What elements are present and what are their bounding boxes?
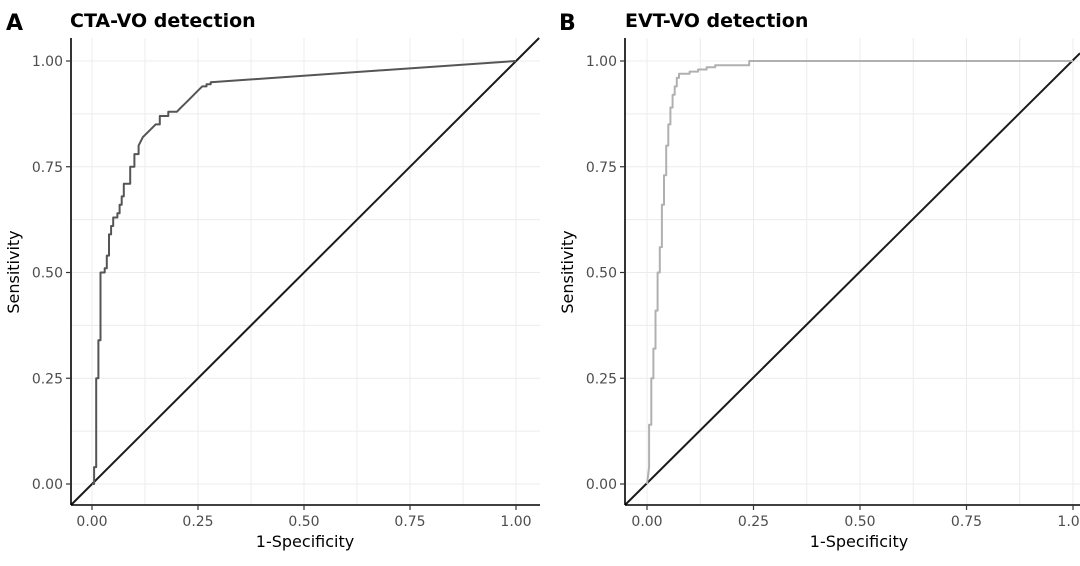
panel-label: B bbox=[559, 11, 576, 36]
y-tick-label: 0.25 bbox=[586, 371, 617, 387]
x-tick-label: 1.00 bbox=[1057, 514, 1080, 530]
y-tick-label: 0.75 bbox=[32, 160, 63, 176]
plot-area: 0.00 0.25 0.50 0.75 1.00 0.00 0.25 0.50 0.75 1.00 bbox=[32, 37, 540, 530]
x-tick-label: 0.25 bbox=[738, 514, 769, 530]
chart-title: EVT-VO detection bbox=[625, 10, 808, 32]
x-axis-label: 1-Specificity bbox=[810, 532, 908, 551]
panel-b: B EVT-VO detection 0.000.250.500.751.000… bbox=[558, 10, 1080, 551]
panel-a: A CTA-VO detection 0.000.250.500.751.000… bbox=[4, 10, 540, 551]
panel-label: A bbox=[6, 11, 23, 36]
x-tick-label: 0.25 bbox=[182, 514, 213, 530]
x-axis-label: 1-Specificity bbox=[256, 532, 354, 551]
reference-diagonal bbox=[624, 52, 1080, 506]
x-tick-label: 0.75 bbox=[951, 514, 982, 530]
x-tick-label: 1.00 bbox=[500, 514, 531, 530]
y-axis-label: Sensitivity bbox=[4, 230, 23, 313]
roc-curve-0 bbox=[646, 60, 1073, 485]
y-tick-label: 1.00 bbox=[32, 54, 63, 70]
y-tick-label: 0.50 bbox=[586, 266, 617, 282]
y-tick-label: 1.00 bbox=[586, 54, 617, 70]
y-tick-label: 0.75 bbox=[586, 160, 617, 176]
x-tick-label: 0.50 bbox=[844, 514, 875, 530]
y-tick-label: 0.00 bbox=[32, 477, 63, 493]
y-tick-label: 0.50 bbox=[32, 266, 63, 282]
plot-area: 0.00 0.25 0.50 0.75 1.00 0.00 0.25 0.50 0.75 1.00 bbox=[586, 38, 1080, 530]
x-tick-label: 0.00 bbox=[631, 514, 662, 530]
y-tick-label: 0.25 bbox=[32, 371, 63, 387]
reference-diagonal bbox=[70, 37, 540, 506]
x-tick-label: 0.75 bbox=[394, 514, 425, 530]
x-tick-label: 0.50 bbox=[288, 514, 319, 530]
y-tick-label: 0.00 bbox=[586, 477, 617, 493]
roc-curve-0 bbox=[92, 60, 517, 485]
chart-title: CTA-VO detection bbox=[70, 10, 256, 32]
y-axis-label: Sensitivity bbox=[558, 230, 577, 313]
x-tick-label: 0.00 bbox=[76, 514, 107, 530]
